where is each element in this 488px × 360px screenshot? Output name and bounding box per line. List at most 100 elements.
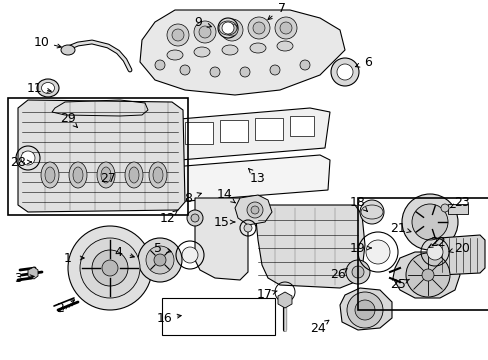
Circle shape xyxy=(247,17,269,39)
Bar xyxy=(8,98,187,215)
Text: 18: 18 xyxy=(349,195,365,208)
Circle shape xyxy=(405,253,449,297)
Ellipse shape xyxy=(37,79,59,97)
Circle shape xyxy=(274,17,296,39)
Circle shape xyxy=(194,21,216,43)
Text: 19: 19 xyxy=(349,242,365,255)
Circle shape xyxy=(222,22,234,34)
Text: 27: 27 xyxy=(100,171,116,184)
Circle shape xyxy=(182,247,198,263)
Text: 6: 6 xyxy=(364,55,371,68)
Text: 7: 7 xyxy=(278,1,285,14)
Text: 28: 28 xyxy=(10,156,26,168)
Text: 26: 26 xyxy=(329,269,345,282)
Text: 10: 10 xyxy=(34,36,50,49)
Circle shape xyxy=(172,29,183,41)
Circle shape xyxy=(246,202,263,218)
Circle shape xyxy=(250,206,259,214)
Circle shape xyxy=(146,246,174,274)
Circle shape xyxy=(426,244,442,260)
Text: 24: 24 xyxy=(309,321,325,334)
Circle shape xyxy=(421,269,433,281)
Text: 14: 14 xyxy=(217,189,232,202)
Text: 9: 9 xyxy=(194,15,202,28)
Circle shape xyxy=(346,292,382,328)
Circle shape xyxy=(401,194,457,250)
Circle shape xyxy=(299,60,309,70)
Text: 4: 4 xyxy=(114,246,122,258)
Polygon shape xyxy=(434,235,484,275)
Ellipse shape xyxy=(167,50,183,60)
Circle shape xyxy=(365,240,389,264)
Circle shape xyxy=(346,260,369,284)
Polygon shape xyxy=(140,10,345,95)
Ellipse shape xyxy=(97,162,115,188)
Text: 1: 1 xyxy=(64,252,72,265)
Circle shape xyxy=(359,200,383,224)
Polygon shape xyxy=(158,108,329,160)
Circle shape xyxy=(80,238,140,298)
Circle shape xyxy=(180,65,190,75)
Text: 12: 12 xyxy=(160,211,176,225)
Text: 29: 29 xyxy=(60,112,76,125)
Circle shape xyxy=(167,24,189,46)
Ellipse shape xyxy=(194,47,209,57)
Circle shape xyxy=(191,214,199,222)
Circle shape xyxy=(154,254,165,266)
Circle shape xyxy=(354,300,374,320)
Circle shape xyxy=(102,260,118,276)
Ellipse shape xyxy=(249,43,265,53)
Circle shape xyxy=(21,151,35,165)
Circle shape xyxy=(138,238,182,282)
Polygon shape xyxy=(195,198,247,280)
Ellipse shape xyxy=(222,45,238,55)
Ellipse shape xyxy=(129,167,139,183)
Circle shape xyxy=(209,67,220,77)
Polygon shape xyxy=(392,252,459,298)
Ellipse shape xyxy=(125,162,142,188)
Ellipse shape xyxy=(69,162,87,188)
Circle shape xyxy=(92,250,128,286)
Circle shape xyxy=(221,19,243,41)
Circle shape xyxy=(280,22,291,34)
Bar xyxy=(254,118,283,140)
Text: 8: 8 xyxy=(183,192,192,204)
Bar xyxy=(184,122,213,144)
Circle shape xyxy=(199,26,210,38)
Circle shape xyxy=(269,65,280,75)
Ellipse shape xyxy=(41,82,54,94)
Text: 13: 13 xyxy=(250,171,265,184)
Polygon shape xyxy=(235,195,271,225)
Polygon shape xyxy=(278,292,291,308)
Ellipse shape xyxy=(149,162,167,188)
Circle shape xyxy=(336,64,352,80)
Text: 15: 15 xyxy=(214,216,229,229)
Circle shape xyxy=(252,22,264,34)
Circle shape xyxy=(186,210,203,226)
Text: 22: 22 xyxy=(429,235,445,248)
Polygon shape xyxy=(339,288,391,330)
Text: 5: 5 xyxy=(154,242,162,255)
Bar xyxy=(162,298,274,335)
Circle shape xyxy=(244,224,251,232)
Polygon shape xyxy=(249,205,364,288)
Ellipse shape xyxy=(101,167,111,183)
Text: 2: 2 xyxy=(56,302,64,315)
Circle shape xyxy=(411,204,447,240)
Text: 20: 20 xyxy=(453,242,469,255)
Text: 11: 11 xyxy=(27,81,43,94)
Text: 16: 16 xyxy=(157,311,173,324)
Bar xyxy=(289,116,313,136)
Bar xyxy=(220,120,247,142)
Polygon shape xyxy=(28,267,38,279)
Text: 17: 17 xyxy=(257,288,272,302)
Circle shape xyxy=(68,226,152,310)
Text: 23: 23 xyxy=(453,195,469,208)
Ellipse shape xyxy=(61,45,75,55)
Bar xyxy=(357,198,488,310)
Text: 21: 21 xyxy=(389,221,405,234)
Text: 3: 3 xyxy=(14,271,22,284)
Polygon shape xyxy=(156,155,329,202)
Bar xyxy=(447,204,467,214)
Circle shape xyxy=(155,60,164,70)
